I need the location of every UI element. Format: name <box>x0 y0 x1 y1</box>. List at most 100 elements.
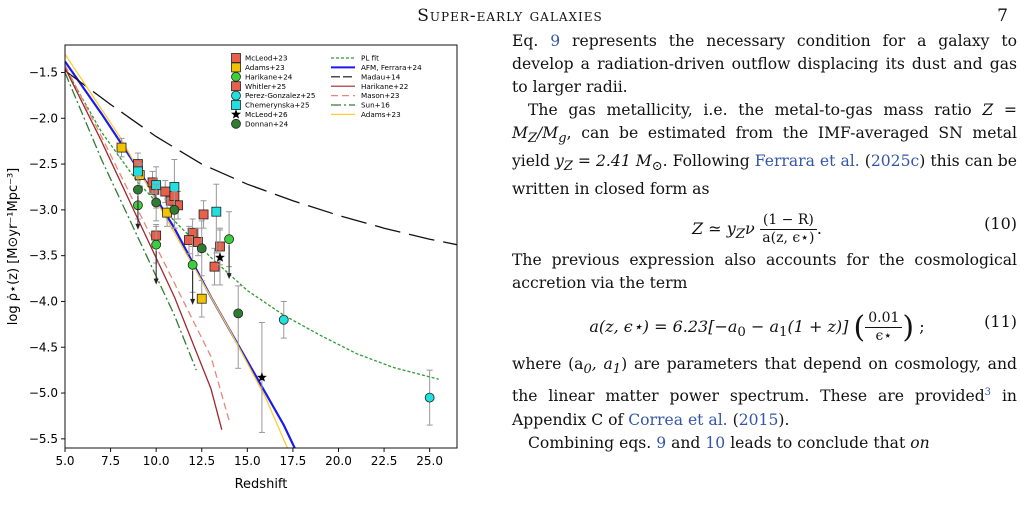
footnote-marker[interactable]: 3 <box>984 387 992 399</box>
x-tick-label: 25.0 <box>416 454 443 468</box>
citation-link[interactable]: 2015 <box>738 410 779 429</box>
equation-10: Z ≃ yZν (1 − R) a(z, ϵ⋆) . (10) <box>692 212 1017 247</box>
point-donnan-24 <box>233 308 244 319</box>
citation-link[interactable]: Correa et al. <box>628 410 728 429</box>
eq11-numerator: 0.01 <box>865 310 903 329</box>
upper-limit-arrowhead <box>226 273 232 280</box>
line-sun-16 <box>65 72 197 371</box>
point-mcleod-26 <box>256 372 267 382</box>
legend-label: Whitler+25 <box>245 82 286 91</box>
paragraph-combining: Combining eqs. 9 and 10 leads to conclud… <box>528 433 930 452</box>
point-mcleod-23 <box>209 261 220 272</box>
legend-label: Sun+16 <box>361 101 390 110</box>
y-tick-label: −2.5 <box>29 157 58 171</box>
legend-marker <box>231 118 241 129</box>
eq11-mid: − a <box>745 317 779 337</box>
upper-limit-arrowhead <box>135 223 141 230</box>
point-perez-gonzalez-25 <box>278 314 289 325</box>
paragraph-accretion: The previous expression also accounts fo… <box>512 251 1017 293</box>
legend-label: Mason+23 <box>361 91 399 100</box>
legend-marker <box>231 100 241 110</box>
legend-marker <box>231 53 241 63</box>
eq10-fraction: (1 − R) a(z, ϵ⋆) <box>759 212 817 247</box>
eq10-denominator: a(z, ϵ⋆) <box>762 230 815 247</box>
eq10-nu: ν <box>745 219 755 239</box>
legend-marker <box>231 71 241 82</box>
citation-link[interactable]: 2025c <box>870 152 920 171</box>
point-adams-23 <box>196 293 207 304</box>
legend-label: Madau+14 <box>361 72 401 81</box>
x-tick-label: 20.0 <box>325 454 352 468</box>
x-tick-label: 17.5 <box>280 454 307 468</box>
eq11-number: (11) <box>984 312 1017 332</box>
y-tick-label: −5.0 <box>29 386 58 400</box>
running-title: Super-early galaxies <box>417 6 603 26</box>
eq10-number: (10) <box>984 214 1017 234</box>
citation-link[interactable]: 9 <box>656 433 667 452</box>
citation-link[interactable]: Ferrara et al. <box>754 152 860 171</box>
eq10-sub: Z <box>735 227 746 243</box>
legend-label: Adams+23 <box>361 110 401 119</box>
point-adams-23 <box>116 142 127 153</box>
x-tick-label: 10.0 <box>143 454 170 468</box>
upper-limit-arrowhead <box>153 278 159 285</box>
point-donnan-24 <box>151 197 162 208</box>
point-donnan-24 <box>133 184 143 195</box>
legend-label: Harikane+22 <box>361 82 408 91</box>
point-chemerynska-25 <box>133 166 143 177</box>
legend-label: McLeod+23 <box>245 54 288 63</box>
citation-link[interactable]: 9 <box>550 32 561 50</box>
point-harikane-24 <box>151 239 162 250</box>
legend-label: Donnan+24 <box>245 119 289 128</box>
page-number: 7 <box>997 6 1008 26</box>
y-tick-label: −1.5 <box>29 65 58 79</box>
point-harikane-24 <box>187 259 198 270</box>
y-tick-label: −2.0 <box>29 111 58 125</box>
y-tick-label: −3.5 <box>29 249 58 263</box>
paragraph-eq9: Eq. 9 represents the necessary condition… <box>512 32 1018 96</box>
x-tick-label: 22.5 <box>371 454 398 468</box>
equation-11: a(z, ϵ⋆) = 6.23[−a0 − a1(1 + z)] ( 0.01 … <box>589 310 1017 346</box>
y-tick-label: −4.5 <box>29 340 58 354</box>
eq11-lhs: a(z, ϵ⋆) = 6.23[−a <box>589 317 738 337</box>
paragraph-metallicity: The gas metallicity, i.e. the metal-to-g… <box>512 101 1018 199</box>
legend-label: AFM, Ferrara+24 <box>361 63 422 72</box>
upper-limit-arrowhead <box>190 298 196 305</box>
point-perez-gonzalez-25 <box>424 392 435 403</box>
legend-marker <box>231 81 241 92</box>
sfr-density-figure: 5.0 7.5 10.0 12.5 15.0 17.5 20.0 22.5 25.0 −1.5 −2… <box>6 44 458 492</box>
x-tick-label: 7.5 <box>101 454 120 468</box>
line-pl-fit <box>65 67 439 380</box>
inline-math: Z = MZ/Mg <box>512 101 1017 147</box>
legend-label: McLeod+26 <box>245 110 288 119</box>
y-tick-label: −3.0 <box>29 203 58 217</box>
legend-marker <box>231 62 241 73</box>
x-tick-label: 15.0 <box>234 454 261 468</box>
point-chemerynska-25 <box>169 182 180 192</box>
point-donnan-24 <box>169 204 180 215</box>
point-donnan-24 <box>196 243 207 254</box>
point-harikane-24 <box>224 234 234 245</box>
legend-marker <box>231 90 241 101</box>
citation-link[interactable]: 10 <box>705 433 726 452</box>
line-madau-14 <box>65 70 457 246</box>
point-mcleod-23 <box>160 186 171 197</box>
eq11-fraction: 0.01 ϵ⋆ <box>865 310 903 345</box>
eq11-denominator: ϵ⋆ <box>875 328 893 345</box>
legend-label: Perez-Gonzalez+25 <box>245 91 315 100</box>
y-tick-label: −4.0 <box>29 294 58 308</box>
y-tick-label: −5.5 <box>29 432 58 446</box>
inline-math: yZ = 2.41 M⊙ <box>555 152 663 175</box>
data-points <box>116 137 435 433</box>
inline-math: 0, a1 <box>583 355 622 378</box>
point-mcleod-23 <box>198 209 209 220</box>
running-head: Super-early galaxies 7 <box>0 4 1020 28</box>
paragraph-parameters: where (a0, a1) are parameters that depen… <box>512 355 1018 429</box>
italic-text: on <box>910 433 930 452</box>
legend-marker <box>231 109 241 119</box>
plot-frame <box>64 44 458 449</box>
point-mcleod-26 <box>215 252 225 262</box>
eq10-numerator: (1 − R) <box>759 212 817 231</box>
legend-label: Chemerynska+25 <box>245 101 310 110</box>
eq10-lhs: Z ≃ y <box>692 219 736 239</box>
